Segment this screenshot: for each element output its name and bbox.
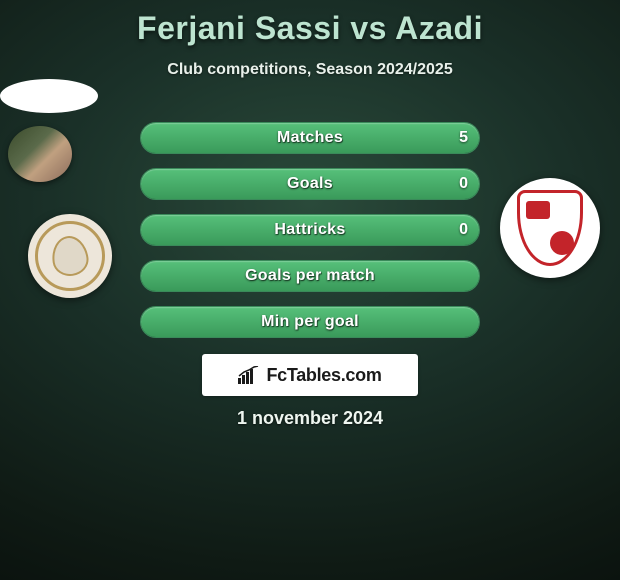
bar-row-hattricks: Hattricks 0	[140, 214, 480, 246]
content-root: Ferjani Sassi vs Azadi Club competitions…	[0, 0, 620, 580]
page-subtitle: Club competitions, Season 2024/2025	[0, 61, 620, 79]
bar-value: 0	[459, 168, 468, 200]
bar-chart-icon	[238, 366, 260, 384]
player-avatar-right	[0, 79, 98, 113]
bar-row-goals: Goals 0	[140, 168, 480, 200]
bar-label: Goals	[140, 168, 480, 200]
bar-label: Min per goal	[140, 306, 480, 338]
bar-row-matches: Matches 5	[140, 122, 480, 154]
bar-label: Hattricks	[140, 214, 480, 246]
club-crest-right	[500, 178, 600, 278]
player-avatar-left	[8, 126, 72, 182]
brand-text: FcTables.com	[266, 365, 381, 386]
comparison-bars: Matches 5 Goals 0 Hattricks 0 Goals per …	[140, 122, 480, 352]
bar-label: Goals per match	[140, 260, 480, 292]
footer-date: 1 november 2024	[0, 408, 620, 429]
bar-row-goals-per-match: Goals per match	[140, 260, 480, 292]
bar-row-min-per-goal: Min per goal	[140, 306, 480, 338]
shield-icon	[517, 190, 583, 266]
brand-badge: FcTables.com	[202, 354, 418, 396]
bar-value: 5	[459, 122, 468, 154]
bar-label: Matches	[140, 122, 480, 154]
club-crest-left	[28, 214, 112, 298]
bar-value: 0	[459, 214, 468, 246]
page-title: Ferjani Sassi vs Azadi	[0, 0, 620, 47]
club-crest-left-inner-icon	[35, 221, 105, 291]
